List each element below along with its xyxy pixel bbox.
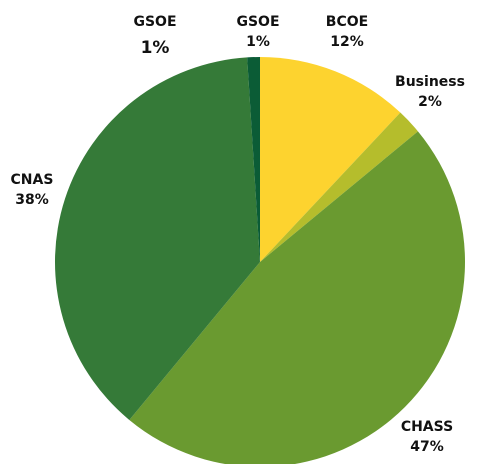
slice-value-label: 2% bbox=[418, 94, 442, 110]
slice-label: CHASS bbox=[401, 419, 453, 435]
pie-slice bbox=[55, 57, 260, 420]
annotation-value-label: 1% bbox=[141, 38, 170, 58]
pie-slice bbox=[260, 112, 418, 262]
annotation-label: GSOE bbox=[133, 14, 176, 30]
slice-value-label: 12% bbox=[330, 34, 364, 50]
slice-value-label: 38% bbox=[15, 192, 49, 208]
slice-value-label: 47% bbox=[410, 439, 444, 455]
pie-slice bbox=[247, 57, 260, 262]
pie-slice bbox=[129, 131, 465, 464]
slice-label: BCOE bbox=[326, 14, 368, 30]
slice-label: GSOE bbox=[236, 14, 279, 30]
slice-label: CNAS bbox=[11, 172, 54, 188]
pie-slice bbox=[260, 57, 401, 262]
slice-value-label: 1% bbox=[246, 34, 270, 50]
slice-label: Business bbox=[395, 74, 465, 90]
